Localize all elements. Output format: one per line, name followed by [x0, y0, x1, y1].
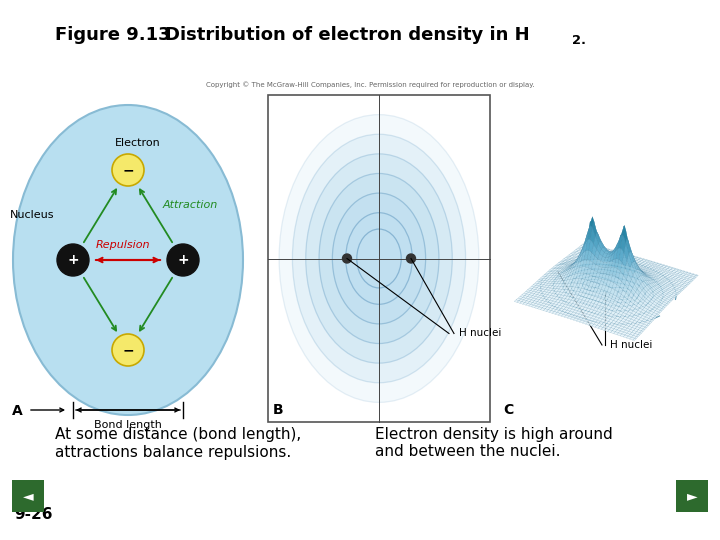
FancyBboxPatch shape [268, 95, 490, 422]
Text: B: B [273, 403, 284, 417]
Text: Nucleus: Nucleus [10, 210, 55, 220]
Text: H nuclei: H nuclei [610, 340, 652, 350]
Text: −: − [122, 163, 134, 177]
Text: Attraction: Attraction [163, 200, 218, 210]
FancyBboxPatch shape [12, 480, 44, 512]
Ellipse shape [319, 173, 439, 343]
Text: ◄: ◄ [23, 489, 33, 503]
Text: +: + [177, 253, 189, 267]
Ellipse shape [306, 154, 452, 363]
Text: Copyright © The McGraw-Hill Companies, Inc. Permission required for reproduction: Copyright © The McGraw-Hill Companies, I… [206, 82, 534, 88]
Text: −: − [122, 343, 134, 357]
Ellipse shape [346, 213, 413, 304]
Circle shape [167, 244, 199, 276]
Text: Electron density is high around: Electron density is high around [375, 428, 613, 442]
Circle shape [57, 244, 89, 276]
Text: 2.: 2. [572, 33, 586, 46]
Ellipse shape [357, 229, 401, 288]
FancyBboxPatch shape [676, 480, 708, 512]
Text: A: A [12, 404, 23, 418]
Circle shape [112, 154, 144, 186]
Text: attractions balance repulsions.: attractions balance repulsions. [55, 444, 292, 460]
Text: ►: ► [687, 489, 697, 503]
Circle shape [343, 254, 351, 263]
Text: Distribution of electron density in H: Distribution of electron density in H [165, 26, 530, 44]
Ellipse shape [13, 105, 243, 415]
Text: 9-26: 9-26 [14, 507, 53, 522]
Ellipse shape [333, 193, 426, 324]
Text: H nuclei: H nuclei [459, 328, 501, 339]
Ellipse shape [279, 114, 479, 402]
Text: Repulsion: Repulsion [96, 240, 150, 250]
Ellipse shape [292, 134, 466, 383]
Text: Electron: Electron [115, 138, 161, 148]
Text: and between the nuclei.: and between the nuclei. [375, 444, 560, 460]
Circle shape [112, 334, 144, 366]
Text: Bond length: Bond length [94, 420, 162, 430]
Text: Figure 9.13: Figure 9.13 [55, 26, 171, 44]
Text: C: C [503, 403, 513, 417]
Text: At some distance (bond length),: At some distance (bond length), [55, 428, 301, 442]
Circle shape [407, 254, 415, 263]
Text: +: + [67, 253, 78, 267]
